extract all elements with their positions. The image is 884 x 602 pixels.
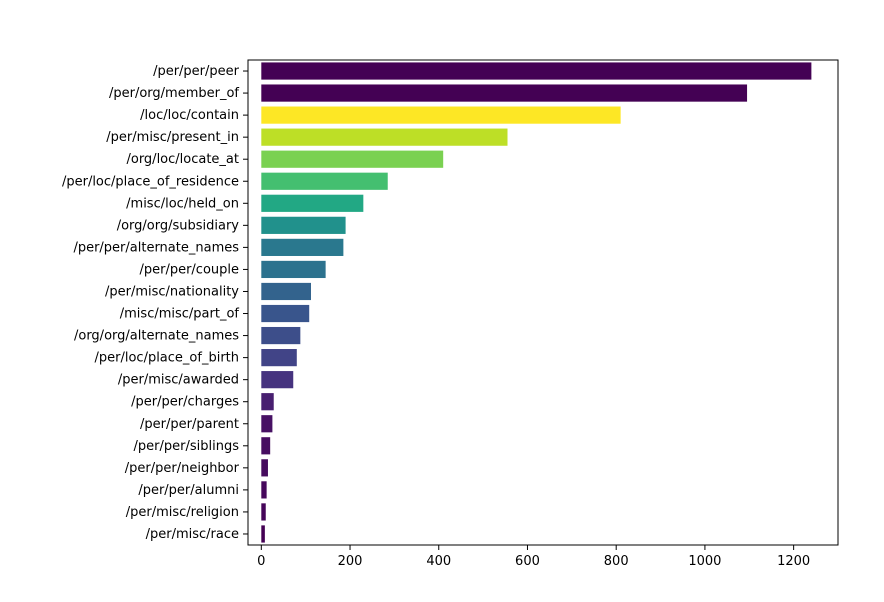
y-tick-label: /per/loc/place_of_residence (62, 174, 239, 189)
x-tick-label: 600 (515, 554, 540, 569)
bar (261, 195, 363, 212)
y-tick-label: /loc/loc/contain (140, 108, 239, 123)
y-tick-label: /per/per/parent (140, 417, 239, 432)
y-tick-label: /per/per/neighbor (125, 461, 240, 476)
bar (261, 349, 296, 366)
y-tick-label: /per/per/couple (139, 262, 239, 277)
bar (261, 217, 345, 234)
y-tick-label: /per/loc/place_of_birth (95, 351, 240, 366)
bar (261, 503, 265, 520)
bar (261, 305, 309, 322)
bar (261, 62, 811, 79)
y-tick-label: /per/org/member_of (109, 86, 239, 101)
bar (261, 239, 343, 256)
x-tick-label: 200 (338, 554, 363, 569)
bar (261, 261, 325, 278)
bar (261, 481, 266, 498)
bar (261, 107, 620, 124)
bar (261, 437, 270, 454)
y-tick-label: /per/per/alumni (138, 483, 239, 498)
x-tick-label: 1000 (688, 554, 721, 569)
y-tick-label: /misc/misc/part_of (120, 307, 240, 322)
bar (261, 459, 268, 476)
y-tick-label: /per/misc/race (146, 527, 239, 542)
bar (261, 84, 747, 101)
x-tick-label: 1200 (777, 554, 810, 569)
bar (261, 371, 293, 388)
y-tick-label: /per/misc/nationality (105, 284, 239, 299)
x-tick-label: 400 (426, 554, 451, 569)
x-tick-label: 800 (604, 554, 629, 569)
y-tick-label: /per/misc/present_in (106, 130, 239, 145)
bar (261, 525, 265, 542)
y-tick-label: /org/org/subsidiary (117, 218, 240, 233)
y-tick-label: /per/misc/religion (126, 505, 239, 520)
y-tick-label: /per/per/alternate_names (73, 240, 239, 255)
y-tick-label: /misc/loc/held_on (126, 196, 239, 211)
y-tick-label: /per/per/siblings (134, 439, 240, 454)
y-tick-label: /org/loc/locate_at (126, 152, 239, 167)
y-tick-label: /per/per/peer (153, 64, 240, 79)
bar (261, 393, 273, 410)
chart-container: 0 200 400 600 800 1000 1200/per/per/peer/per/o… (0, 0, 884, 602)
bar (261, 327, 300, 344)
bar (261, 151, 443, 168)
bar (261, 283, 311, 300)
bar (261, 129, 507, 146)
y-tick-label: /org/org/alternate_names (74, 329, 239, 344)
y-tick-label: /per/per/charges (131, 395, 239, 410)
x-tick-label: 0 (257, 554, 265, 569)
bar (261, 415, 272, 432)
bar (261, 173, 387, 190)
y-tick-label: /per/misc/awarded (118, 373, 239, 388)
bar-chart: 0 200 400 600 800 1000 1200/per/per/peer/per/o… (0, 0, 884, 602)
